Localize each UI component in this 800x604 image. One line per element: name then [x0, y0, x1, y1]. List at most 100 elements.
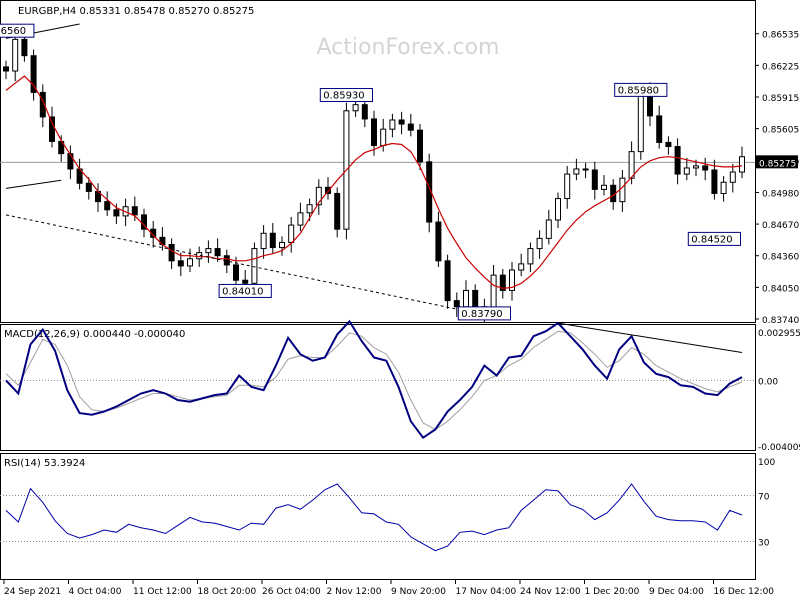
- candle-body: [490, 274, 497, 313]
- candle-body: [85, 182, 92, 192]
- candle-body: [269, 232, 276, 249]
- candle-body: [168, 243, 175, 262]
- candle-body: [242, 279, 249, 284]
- macd-y-tick-label: 0.002955: [758, 329, 800, 339]
- rsi-header: RSI(14) 53.3924: [4, 458, 85, 469]
- candle-body: [601, 184, 607, 190]
- candle-body: [12, 38, 19, 72]
- candle-body: [555, 198, 561, 221]
- macd-y-tick-label: -0.004009: [758, 443, 800, 453]
- candle-body: [334, 192, 341, 230]
- price-label-box: [457, 306, 511, 321]
- candle-body: [389, 119, 396, 130]
- candle-body: [545, 219, 552, 239]
- candle-body: [67, 153, 74, 170]
- x-tick-label: 2 Nov 12:00: [327, 587, 382, 597]
- candle-body: [683, 167, 690, 175]
- candle-body: [352, 104, 359, 112]
- x-tick-label: 11 Oct 12:00: [133, 587, 192, 597]
- price-y-tick-label: 0.84670: [762, 221, 799, 231]
- price-label: 0.84010: [218, 283, 272, 298]
- price-header: EURGBP,H4 0.85331 0.85478 0.85270 0.8527…: [18, 6, 254, 17]
- current-price-label: 0.85275: [759, 159, 796, 169]
- candle-body: [113, 209, 120, 217]
- price-label-text: 0.85980: [618, 85, 659, 96]
- x-tick-label: 24 Sep 2021: [4, 587, 61, 597]
- candle-body: [260, 232, 267, 250]
- support-trendline: [5, 214, 485, 316]
- price-label-text: 0.84520: [691, 234, 732, 245]
- price-y-tick-label: 0.85605: [762, 126, 799, 136]
- candle-body: [674, 146, 681, 175]
- candle-body: [472, 289, 479, 308]
- price-label-box: [687, 231, 741, 246]
- candle-body: [297, 212, 304, 226]
- candle-body: [187, 258, 193, 267]
- candle-body: [628, 151, 635, 179]
- candle-body: [582, 168, 589, 171]
- candle-body: [21, 38, 28, 57]
- candle-body: [214, 248, 221, 257]
- rsi-layer: [0, 483, 755, 552]
- candle-body: [509, 269, 515, 291]
- rsi-y-tick-label: 30: [758, 539, 770, 549]
- candle-body: [637, 89, 644, 153]
- candle-body: [30, 55, 37, 93]
- candle-body: [518, 263, 525, 271]
- candle-body: [417, 129, 423, 163]
- candle-body: [729, 171, 736, 183]
- axis-layer: 0.865350.862250.859150.856050.852900.849…: [3, 31, 800, 597]
- price-label-box: [614, 82, 668, 97]
- x-tick-label: 24 Nov 12:00: [520, 587, 581, 597]
- price-y-tick-label: 0.85915: [762, 94, 799, 104]
- price-label: 0.86560: [0, 23, 35, 38]
- candle-body: [665, 141, 672, 148]
- candle-body: [739, 156, 745, 173]
- candle-body: [251, 248, 258, 284]
- price-label: 0.83790: [457, 306, 511, 321]
- price-label-box: [0, 23, 35, 38]
- x-tick-label: 18 Oct 20:00: [198, 587, 257, 597]
- price-label: 0.85930: [319, 87, 373, 102]
- price-label: 0.84520: [687, 231, 741, 246]
- candle-body: [444, 260, 451, 302]
- candle-body: [536, 237, 543, 250]
- price-label: 0.85980: [614, 82, 668, 97]
- macd-y-tick-label: 0.00: [758, 377, 778, 387]
- price-y-tick-label: 0.86535: [762, 31, 799, 41]
- macd-header: MACD(12,26,9) 0.000440 -0.000040: [4, 329, 185, 340]
- candle-body: [39, 91, 46, 118]
- candle-body: [315, 186, 322, 206]
- price-y-tick-label: 0.84980: [762, 189, 799, 199]
- candle-body: [3, 66, 9, 72]
- rsi-y-tick-label: 100: [758, 458, 775, 468]
- price-label-box: [319, 87, 373, 102]
- candle-body: [361, 104, 368, 120]
- candle-body: [325, 186, 331, 194]
- candle-body: [306, 204, 313, 214]
- candle-body: [288, 224, 295, 243]
- candle-body: [693, 165, 699, 169]
- x-tick-label: 9 Dec 04:00: [649, 587, 704, 597]
- macd-layer: [0, 319, 755, 440]
- candle-body: [720, 181, 727, 194]
- x-tick-label: 9 Nov 20:00: [391, 587, 446, 597]
- candle-body: [398, 119, 405, 125]
- candle-body: [131, 206, 138, 216]
- candle-body: [233, 264, 239, 281]
- candle-body: [49, 116, 55, 142]
- watermark: ActionForex.com: [317, 35, 500, 60]
- macd-line: [5, 319, 743, 440]
- candle-body: [656, 115, 663, 143]
- price-layer: 0.86560 0.85930 0.84010 0.83790 0.85980 0.845…: [0, 23, 755, 323]
- candle-body: [371, 118, 377, 146]
- price-label-box: [218, 283, 272, 298]
- signal-line: [5, 330, 743, 431]
- candle-body: [711, 169, 718, 194]
- rsi-y-tick-label: 70: [758, 493, 770, 503]
- candle-body: [573, 168, 580, 175]
- channel-trendline: [5, 179, 62, 189]
- price-label-text: 0.84010: [222, 286, 263, 297]
- x-tick-label: 17 Nov 04:00: [456, 587, 517, 597]
